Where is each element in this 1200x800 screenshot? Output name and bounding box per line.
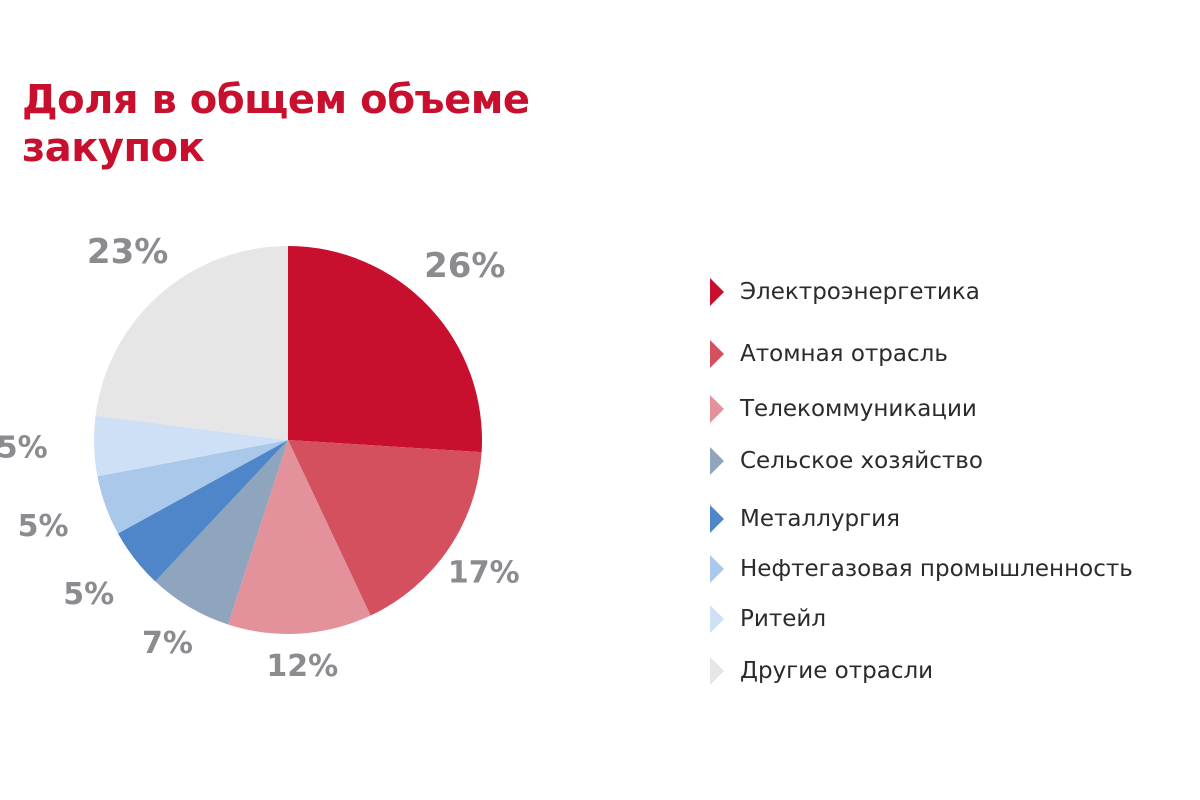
slice-value-label: 12% (266, 649, 338, 684)
legend-label: Другие отрасли (740, 658, 934, 684)
chart-title-line-2: закупок (22, 125, 205, 171)
pie-slice (288, 440, 482, 616)
legend-triangle-marker-icon (710, 657, 724, 685)
legend-triangle-marker-icon (710, 605, 724, 633)
slice-value-label: 5% (63, 577, 114, 612)
chart-title: Доля в общем объеме закупок (22, 76, 582, 172)
pie-slice (228, 440, 371, 634)
legend-item: Металлургия (710, 499, 900, 539)
legend-label: Сельское хозяйство (740, 448, 983, 474)
legend-triangle-marker-icon (710, 278, 724, 306)
slice-value-label: 26% (424, 246, 505, 286)
legend-item: Другие отрасли (710, 651, 933, 691)
legend-item: Электроэнергетика (710, 272, 980, 312)
legend-label: Нефтегазовая промышленность (740, 556, 1133, 582)
legend-label: Атомная отрасль (740, 341, 948, 367)
chart-title-line-1: Доля в общем объеме (22, 77, 530, 123)
legend-triangle-marker-icon (710, 395, 724, 423)
legend-triangle-marker-icon (710, 447, 724, 475)
slice-value-label: 5% (0, 431, 48, 466)
legend-label: Металлургия (740, 506, 900, 532)
slice-value-label: 5% (18, 509, 69, 544)
legend-item: Ритейл (710, 599, 826, 639)
legend-label: Ритейл (740, 606, 827, 632)
slice-value-label: 23% (87, 232, 168, 272)
legend-triangle-marker-icon (710, 340, 724, 368)
legend-item: Атомная отрасль (710, 334, 948, 374)
legend-item: Телекоммуникации (710, 389, 977, 429)
legend-label: Электроэнергетика (740, 279, 980, 305)
pie-slice (288, 246, 482, 453)
pie-slice (97, 440, 288, 534)
legend-triangle-marker-icon (710, 505, 724, 533)
legend-triangle-marker-icon (710, 555, 724, 583)
slice-value-label: 17% (448, 556, 520, 591)
pie-slice (94, 415, 288, 477)
legend-item: Сельское хозяйство (710, 441, 983, 481)
pie-slice (117, 440, 288, 582)
legend-item: Нефтегазовая промышленность (710, 549, 1133, 589)
pie-slice (155, 440, 288, 625)
slice-value-label: 7% (142, 626, 193, 661)
pie-slice (95, 246, 288, 440)
legend-label: Телекоммуникации (740, 396, 977, 422)
